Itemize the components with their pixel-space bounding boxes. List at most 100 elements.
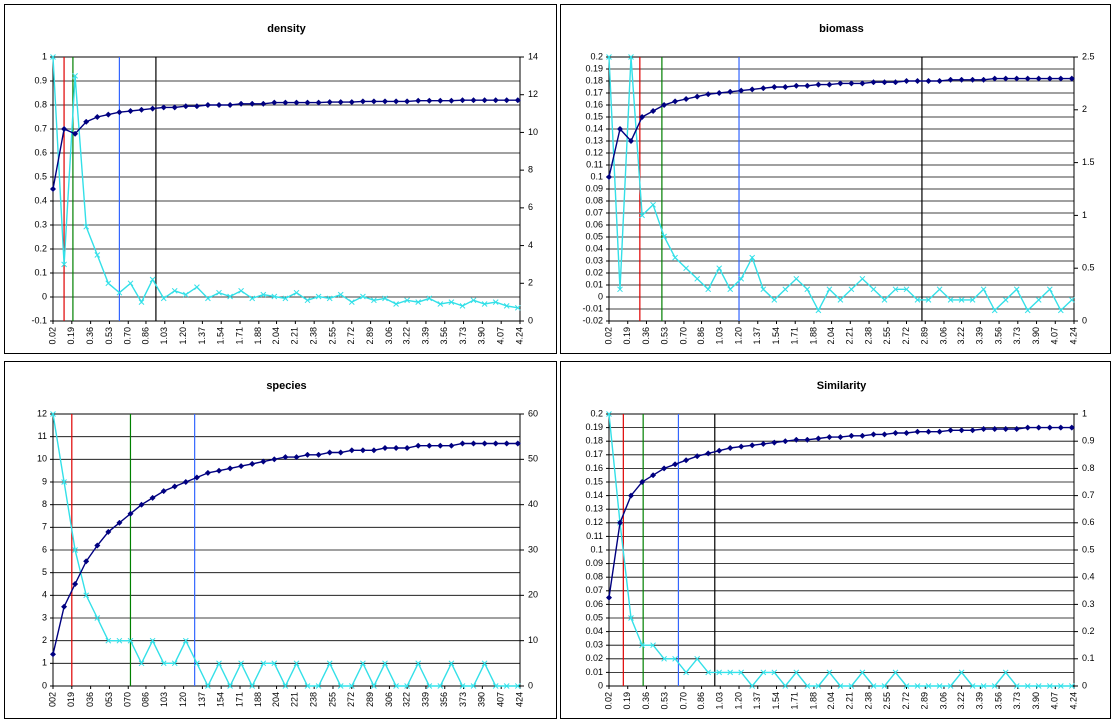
y2-tick-label: 2 [528, 278, 533, 288]
y-tick-label: 0.01 [585, 279, 603, 289]
y-tick-label: 0.02 [585, 653, 603, 663]
x-tick-label: 2.21 [290, 327, 300, 345]
y2-tick-label: 0.1 [1082, 653, 1095, 663]
y-tick-label: 0.11 [586, 159, 603, 169]
y-tick-label: 0.16 [585, 99, 603, 109]
x-tick-label: 070 [123, 692, 133, 707]
y2-tick-label: 50 [528, 454, 538, 464]
y-tick-label: 0.11 [586, 531, 603, 541]
y2-tick-label: 40 [528, 499, 538, 509]
data-line [50, 97, 521, 192]
y-tick-label: 12 [37, 408, 47, 418]
y-tick-label: 0.6 [34, 147, 47, 157]
x-tick-label: 0.70 [678, 327, 688, 345]
x-tick-label: 407 [496, 692, 506, 707]
chart: density -0.1 0 0.1 0.2 0.3 0.4 0.5 0.6 0.7 0.8 0.9 1… [31, 23, 538, 345]
x-tick-label: 002 [47, 692, 57, 707]
x-tick-label: 3.56 [993, 692, 1003, 710]
y2-tick-label: 0.8 [1082, 463, 1095, 473]
chart-panel: species 0 1 2 3 4 5 6 7 8 9 10 11 12 0 10 20 30 40 50 60 002 0… [4, 361, 557, 719]
y-tick-label: 0.1 [34, 267, 47, 277]
y2-tick-label: 2.5 [1082, 51, 1095, 61]
chart-panel: density -0.1 0 0.1 0.2 0.3 0.4 0.5 0.6 0.7 0.8 0.9 1… [4, 4, 557, 354]
data-line [606, 424, 1075, 601]
x-tick-label: 2.38 [309, 327, 319, 345]
x-tick-label: 4.24 [1068, 692, 1078, 710]
y-tick-label: 0.03 [585, 255, 603, 265]
y2-tick-label: 14 [528, 51, 538, 61]
x-tick-label: 1.71 [790, 692, 800, 710]
x-tick-label: 1.88 [253, 327, 263, 345]
x-tick-label: 019 [66, 692, 76, 707]
y-tick-label: 0 [42, 680, 47, 690]
y-tick-label: 0 [598, 680, 603, 690]
y-tick-label: 0.08 [585, 195, 603, 205]
y2-tick-label: 0 [528, 315, 533, 325]
y2-tick-label: 20 [528, 590, 538, 600]
x-tick-label: 339 [420, 692, 430, 707]
x-tick-label: 0.36 [641, 327, 651, 345]
x-tick-label: 1.54 [771, 692, 781, 710]
x-tick-label: 1.03 [715, 692, 725, 710]
y2-tick-label: 0.5 [1082, 544, 1095, 554]
y2-tick-label: 10 [528, 635, 538, 645]
x-tick-label: 4.07 [496, 327, 506, 345]
x-tick-label: 0.53 [104, 327, 114, 345]
x-tick-label: 3.90 [1031, 692, 1041, 710]
y-tick-label: 0.7 [34, 123, 47, 133]
y-tick-label: 0 [598, 291, 603, 301]
x-tick-label: 3.56 [439, 327, 449, 345]
x-tick-label: 0.70 [123, 327, 133, 345]
x-tick-label: 3.06 [384, 327, 394, 345]
x-tick-label: 1.37 [197, 327, 207, 345]
y2-tick-label: 0.3 [1082, 599, 1095, 609]
y2-tick-label: 0.4 [1082, 572, 1095, 582]
x-tick-label: 2.04 [826, 327, 836, 345]
x-tick-label: 1.37 [752, 327, 762, 345]
x-tick-label: 1.20 [178, 327, 188, 345]
x-tick-label: 0.19 [66, 327, 76, 345]
y-tick-label: 2 [42, 635, 47, 645]
chart: Similarity 0 0.01 0.02 0.03 0.04 0.05 0.06 0.07 0… [585, 380, 1095, 710]
chart-title: density [267, 23, 306, 35]
x-tick-label: 120 [178, 692, 188, 707]
x-tick-label: 3.39 [975, 327, 985, 345]
x-tick-label: 3.90 [477, 327, 487, 345]
x-tick-label: 390 [477, 692, 487, 707]
y-tick-label: 0.1 [590, 171, 603, 181]
y2-tick-label: 10 [528, 127, 538, 137]
x-tick-label: 255 [327, 692, 337, 707]
y-tick-label: 0.01 [585, 667, 603, 677]
x-tick-label: 3.22 [956, 692, 966, 710]
x-tick-label: 289 [365, 692, 375, 707]
y-tick-label: 0.08 [585, 572, 603, 582]
x-tick-label: 0.70 [678, 692, 688, 710]
x-tick-label: 1.71 [234, 327, 244, 345]
x-tick-label: 1.20 [733, 327, 743, 345]
y-tick-label: 0.12 [585, 147, 603, 157]
y-tick-label: 0.09 [585, 558, 603, 568]
x-tick-label: 4.24 [514, 327, 524, 345]
y2-tick-label: 0.2 [1082, 626, 1095, 636]
y2-tick-label: 4 [528, 240, 533, 250]
x-tick-label: 3.39 [975, 692, 985, 710]
x-tick-label: 2.72 [346, 327, 356, 345]
y-tick-label: 0.2 [590, 408, 603, 418]
x-tick-label: 0.02 [603, 327, 613, 345]
x-tick-label: 036 [85, 692, 95, 707]
data-line [606, 411, 1075, 689]
chart-panel: Similarity 0 0.01 0.02 0.03 0.04 0.05 0.06 0.07 0… [560, 361, 1111, 719]
y-tick-label: 0.06 [585, 599, 603, 609]
x-tick-label: 3.73 [1012, 692, 1022, 710]
y-tick-label: 8 [42, 499, 47, 509]
y2-tick-label: 0 [1082, 680, 1087, 690]
x-tick-label: 2.55 [882, 327, 892, 345]
y-tick-label: 0.9 [34, 75, 47, 85]
y-tick-label: 0.04 [585, 243, 603, 253]
x-tick-label: 103 [159, 692, 169, 707]
x-tick-label: 272 [346, 692, 356, 707]
x-tick-label: 1.88 [808, 327, 818, 345]
y2-tick-label: 6 [528, 202, 533, 212]
y2-tick-label: 0.7 [1082, 490, 1095, 500]
x-tick-label: 2.21 [845, 327, 855, 345]
